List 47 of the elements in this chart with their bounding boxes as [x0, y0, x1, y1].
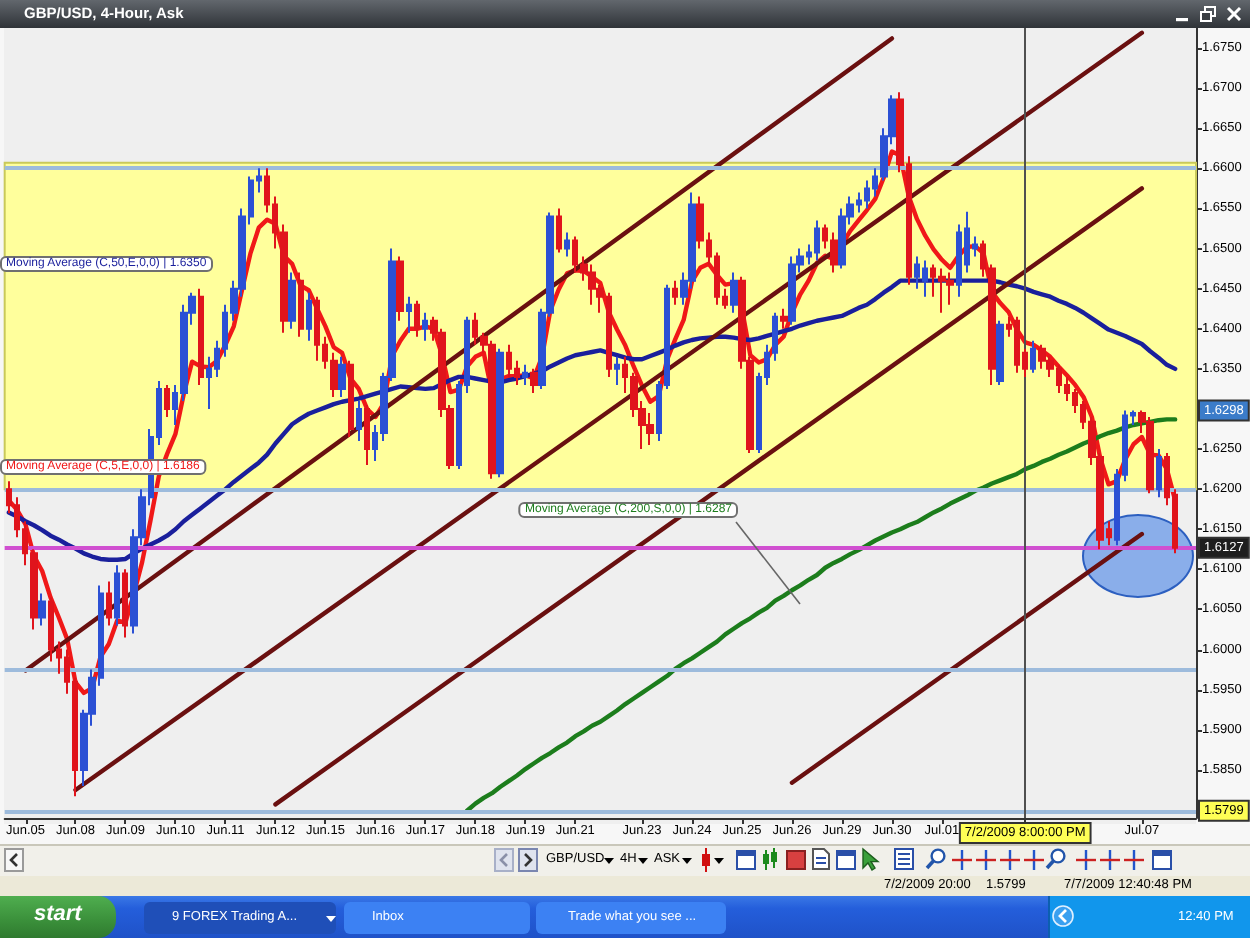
- line-series: [464, 417, 1178, 813]
- candlestick: [946, 271, 954, 306]
- candlestick: [614, 355, 620, 386]
- candlestick: [938, 267, 946, 314]
- candlestick: [530, 367, 538, 394]
- candlestick: [996, 319, 1004, 386]
- candlestick: [114, 564, 120, 627]
- candlestick: [488, 339, 496, 480]
- candlestick: [106, 580, 112, 627]
- candlestick: [496, 347, 504, 479]
- candlestick: [38, 592, 46, 627]
- candlestick: [914, 255, 920, 290]
- text: start: [34, 902, 82, 928]
- candlestick: [364, 403, 370, 467]
- candlestick: [288, 271, 296, 330]
- candlestick: [788, 255, 796, 326]
- candlestick: [414, 299, 420, 338]
- candlestick: [406, 295, 412, 334]
- candlestick: [1156, 448, 1162, 499]
- candlestick: [198, 287, 204, 386]
- candlestick: [556, 207, 562, 254]
- candlestick: [730, 271, 738, 314]
- candlestick: [348, 359, 354, 439]
- candlestick: [164, 383, 170, 418]
- candlestick: [564, 231, 570, 258]
- candlestick: [672, 279, 678, 306]
- candlestick: [1030, 339, 1036, 374]
- candlestick: [1038, 343, 1046, 370]
- candlestick: [396, 255, 404, 322]
- candlestick: [830, 231, 838, 274]
- candlestick: [814, 219, 820, 262]
- candlestick: [314, 295, 320, 362]
- candlestick: [422, 311, 428, 342]
- candlestick: [522, 363, 528, 386]
- line-series: [6, 278, 1178, 562]
- line-series: [6, 149, 1178, 696]
- candlestick: [588, 263, 596, 306]
- candlestick: [356, 399, 362, 443]
- candlestick: [298, 271, 304, 338]
- candlestick: [306, 291, 312, 342]
- candlestick: [338, 355, 346, 398]
- candlestick: [122, 568, 128, 639]
- candlestick: [1146, 415, 1154, 495]
- candlestick: [506, 343, 512, 378]
- candlestick: [922, 259, 928, 298]
- candlestick: [780, 307, 788, 330]
- candlestick: [1014, 315, 1020, 374]
